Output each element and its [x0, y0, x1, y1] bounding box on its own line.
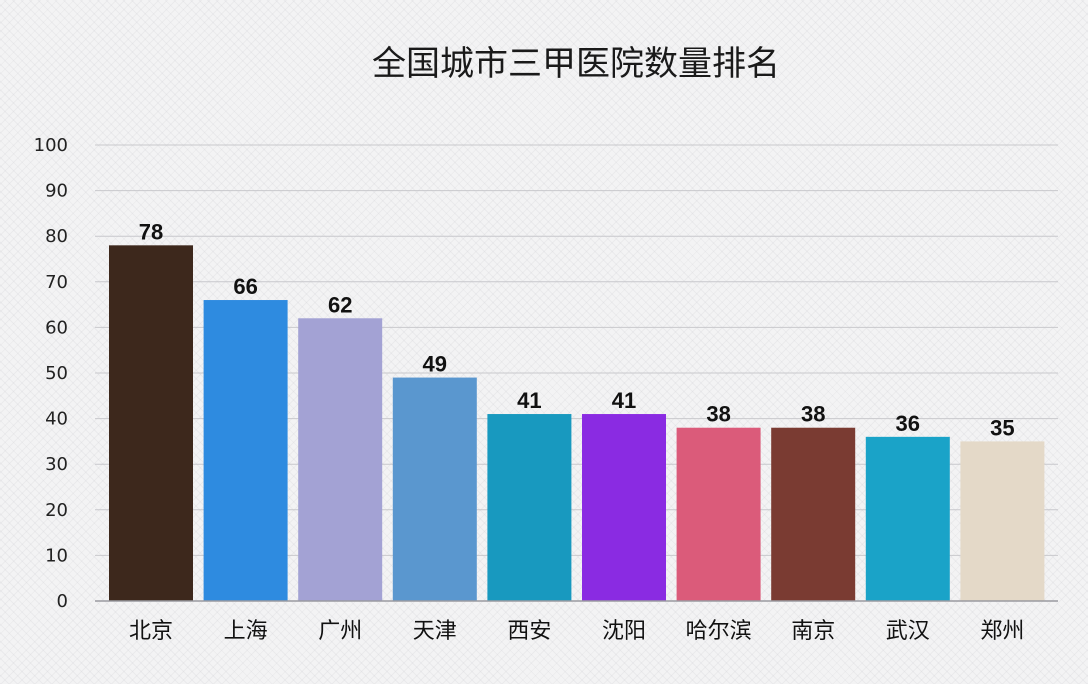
data-label-郑州: 35: [990, 415, 1014, 440]
x-axis-categories: 北京 上海 广州 天津 西安 沈阳 哈尔滨 南京 武汉 郑州: [129, 619, 1024, 644]
data-label-南京: 38: [801, 402, 825, 427]
category-label-西安: 西安: [507, 619, 551, 644]
y-tick-label-30: 30: [45, 454, 68, 475]
bar-武汉: [865, 436, 950, 601]
data-label-哈尔滨: 38: [706, 402, 730, 427]
y-tick-label-10: 10: [45, 545, 68, 566]
y-tick-label-80: 80: [45, 226, 68, 247]
data-label-上海: 66: [233, 274, 257, 299]
category-label-广州: 广州: [318, 619, 362, 644]
y-axis-ticks: 0 10 20 30 40 50 60 70 80 90 100: [34, 135, 68, 612]
category-label-南京: 南京: [791, 619, 835, 644]
chart-title: 全国城市三甲医院数量排名: [372, 44, 780, 84]
category-label-北京: 北京: [129, 619, 173, 644]
data-label-西安: 41: [517, 388, 541, 413]
y-tick-label-50: 50: [45, 363, 68, 384]
data-label-天津: 49: [423, 352, 447, 377]
y-tick-label-90: 90: [45, 181, 68, 202]
y-tick-label-40: 40: [45, 409, 68, 430]
category-label-天津: 天津: [413, 619, 457, 644]
bar-北京: [109, 245, 193, 601]
data-labels: 78 66 62 49 41 41 38 38 36 35: [139, 219, 1015, 440]
y-tick-label-100: 100: [34, 135, 68, 156]
category-label-沈阳: 沈阳: [602, 619, 646, 644]
data-label-北京: 78: [139, 219, 163, 244]
category-label-武汉: 武汉: [886, 619, 930, 644]
y-tick-label-20: 20: [45, 500, 68, 521]
bar-天津: [392, 377, 477, 601]
category-label-哈尔滨: 哈尔滨: [686, 619, 752, 644]
data-label-广州: 62: [328, 292, 352, 317]
data-label-武汉: 36: [896, 411, 920, 436]
bar-哈尔滨: [676, 427, 761, 601]
y-tick-label-60: 60: [45, 317, 68, 338]
data-label-沈阳: 41: [612, 388, 636, 413]
bar-南京: [771, 427, 856, 601]
y-tick-label-70: 70: [45, 272, 68, 293]
bar-沈阳: [582, 414, 666, 601]
bar-广州: [298, 318, 383, 601]
bar-西安: [487, 414, 572, 601]
bars: [109, 245, 1045, 601]
bar-郑州: [960, 441, 1045, 601]
category-label-上海: 上海: [224, 619, 268, 644]
category-label-郑州: 郑州: [980, 619, 1024, 644]
y-tick-label-0: 0: [57, 591, 68, 612]
bar-上海: [203, 300, 288, 601]
